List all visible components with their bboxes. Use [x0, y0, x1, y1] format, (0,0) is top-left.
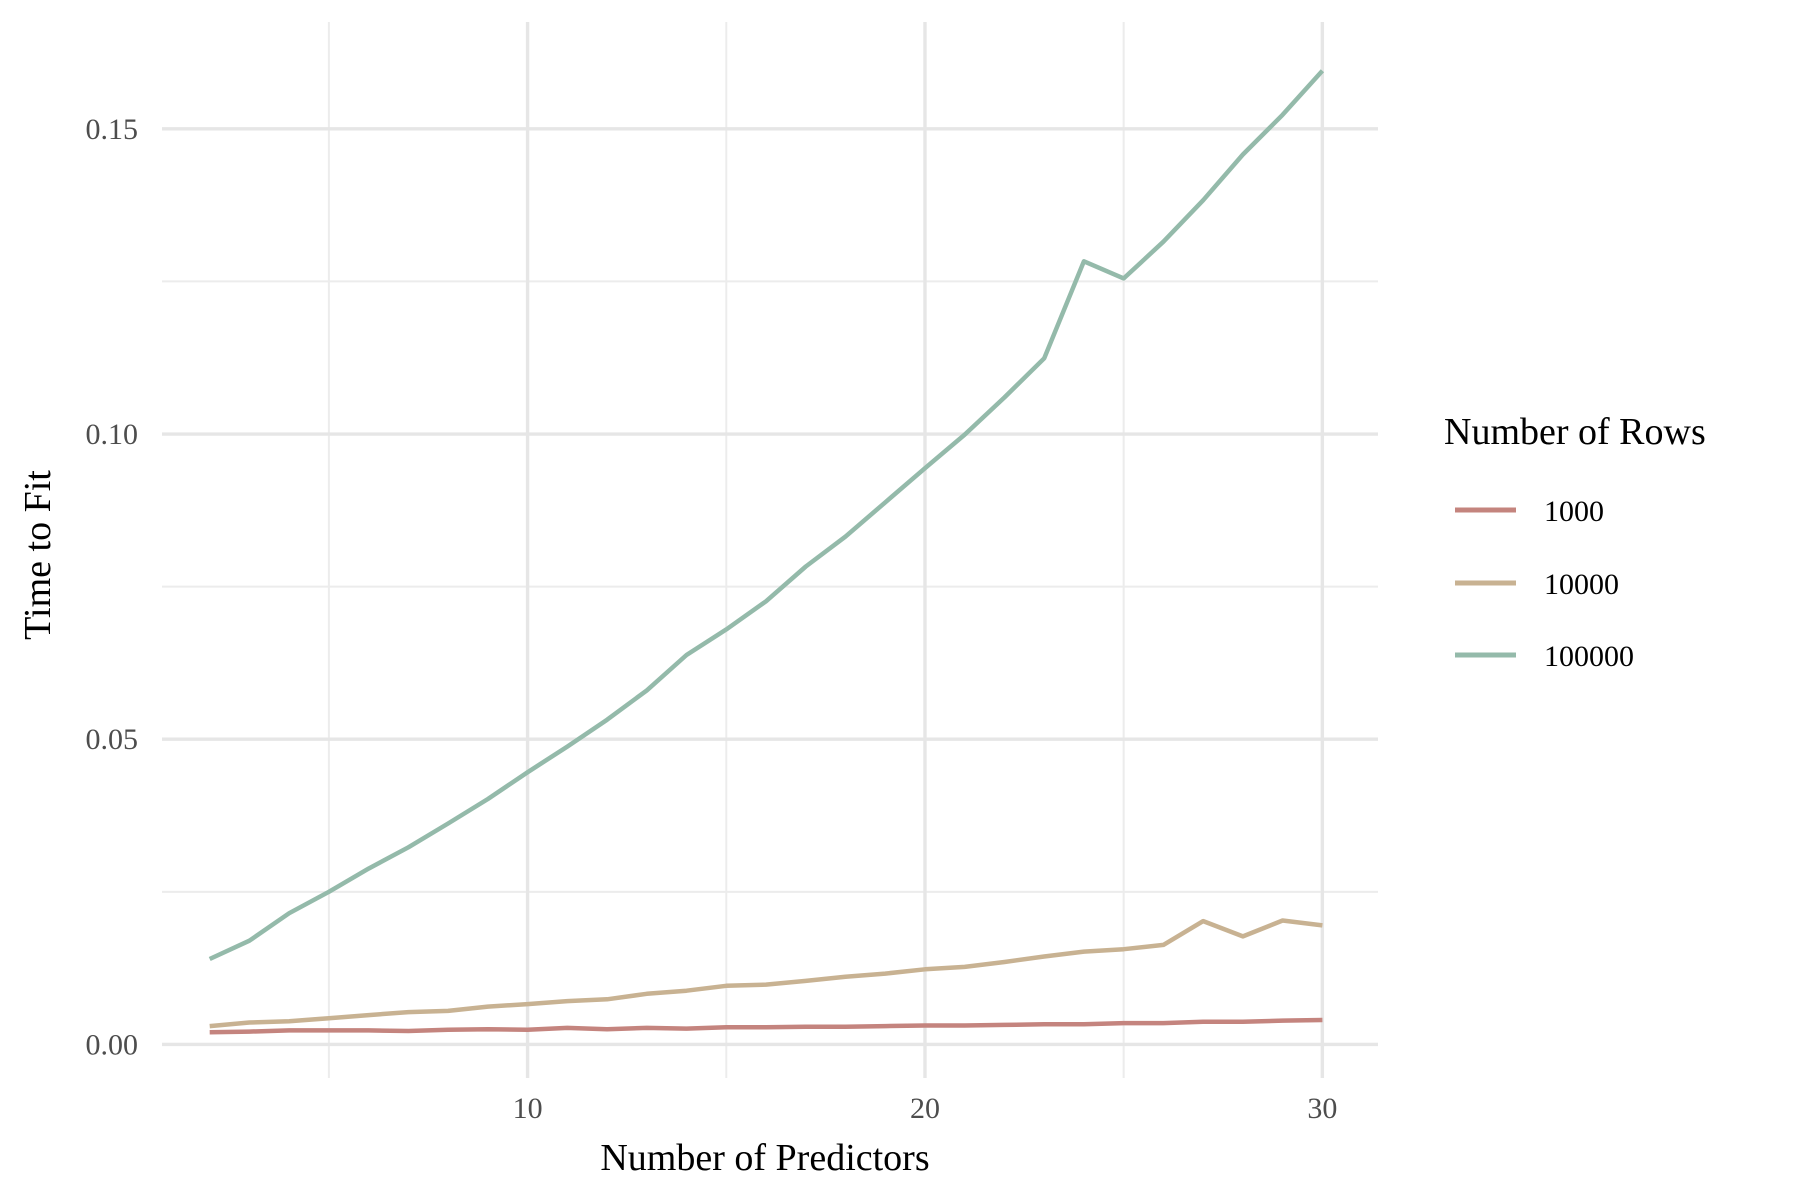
- legend-item-100000: 100000: [1455, 640, 1634, 673]
- legend-label: 1000: [1544, 495, 1604, 528]
- x-tick-label: 20: [910, 1092, 940, 1125]
- legend-title: Number of Rows: [1444, 411, 1706, 453]
- legend-label: 100000: [1544, 640, 1634, 673]
- grid-lines: [162, 22, 1378, 1078]
- y-axis-ticks: 0.00 0.05 0.10 0.15: [86, 113, 139, 1062]
- y-tick-label: 0.15: [86, 113, 139, 146]
- x-axis-ticks: 10 20 30: [513, 1092, 1338, 1125]
- legend-items: 1000 10000 100000: [1455, 495, 1634, 673]
- legend-label: 10000: [1544, 568, 1619, 601]
- series-line-1000: [209, 1017, 1323, 1035]
- series-line-10000: [209, 918, 1323, 1029]
- y-tick-label: 0.00: [86, 1028, 139, 1061]
- x-tick-label: 30: [1307, 1092, 1337, 1125]
- x-axis-title: Number of Predictors: [600, 1137, 929, 1179]
- series-line-100000: [208, 69, 1325, 962]
- legend-item-1000: 1000: [1455, 495, 1604, 528]
- y-tick-label: 0.05: [86, 723, 139, 756]
- y-axis-title: Time to Fit: [17, 470, 59, 640]
- series-lines: [208, 69, 1325, 1035]
- y-tick-label: 0.10: [86, 418, 139, 451]
- x-tick-label: 10: [513, 1092, 543, 1125]
- legend: Number of Rows 1000 10000 100000: [1444, 411, 1706, 673]
- legend-item-10000: 10000: [1455, 568, 1619, 601]
